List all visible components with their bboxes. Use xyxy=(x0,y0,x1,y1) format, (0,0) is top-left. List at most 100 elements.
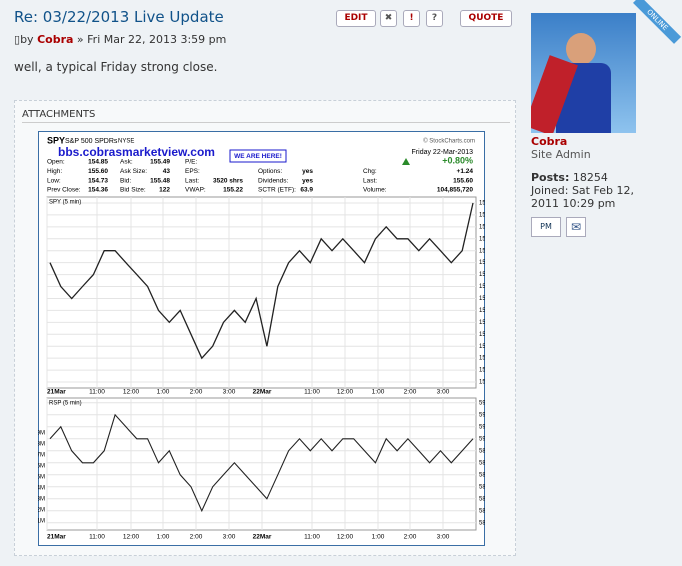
y-tick-label: 154.1 xyxy=(479,380,485,386)
y-tick-label: 59.15 xyxy=(479,400,485,406)
post-date: » Fri Mar 22, 2013 3:59 pm xyxy=(76,33,227,46)
x-tick-label: 12:00 xyxy=(337,389,354,396)
x-tick-label: 12:00 xyxy=(337,534,354,541)
y-tick-label: 155.0 xyxy=(479,272,485,278)
quote-value: 155.22 xyxy=(223,187,243,194)
x-tick-label: 3:00 xyxy=(223,389,236,396)
y-tick-label: 59.05 xyxy=(479,424,485,430)
report-button[interactable]: ! xyxy=(403,10,420,27)
email-button[interactable]: ✉ xyxy=(566,217,586,237)
quote-value: 63.9 xyxy=(300,187,313,194)
volume-label: 3M xyxy=(38,497,45,503)
by: by xyxy=(20,33,34,46)
quote-label: Prev Close: xyxy=(47,187,81,194)
volume-label: 1M xyxy=(38,519,45,525)
quote-label: Open: xyxy=(47,159,65,166)
quote-value: 155.60 xyxy=(453,177,473,184)
quote-value: 155.60 xyxy=(88,168,108,175)
x-tick-label: 1:00 xyxy=(157,534,170,541)
author[interactable]: Cobra xyxy=(37,33,74,46)
quote-label: P/E: xyxy=(185,159,197,166)
x-tick-label: 22Mar xyxy=(253,389,272,396)
quote-label: Ask: xyxy=(120,159,133,166)
y-tick-label: 154.8 xyxy=(479,296,485,302)
y-tick-label: 58.75 xyxy=(479,496,485,502)
quote-label: Ask Size: xyxy=(120,168,147,175)
y-tick-label: 155.1 xyxy=(479,260,485,266)
quote-value: 104,855,720 xyxy=(437,187,474,194)
y-tick-label: 58.70 xyxy=(479,508,485,514)
avatar-face xyxy=(566,33,596,65)
delete-button[interactable]: ✖ xyxy=(380,10,397,27)
x-tick-label: 12:00 xyxy=(123,389,140,396)
symbol: SPY xyxy=(47,135,65,145)
quote-value: 155.49 xyxy=(150,159,170,166)
quote-value: 155.48 xyxy=(150,177,170,184)
x-tick-label: 2:00 xyxy=(404,534,417,541)
y-tick-label: 58.90 xyxy=(479,460,485,466)
quote-value: 122 xyxy=(159,187,170,194)
y-tick-label: 58.95 xyxy=(479,448,485,454)
post-meta: ▯by Cobra » Fri Mar 22, 2013 3:59 pm xyxy=(14,33,227,46)
callout-box xyxy=(229,149,287,163)
quote-value: 154.85 xyxy=(88,159,108,166)
x-tick-label: 11:00 xyxy=(304,534,320,541)
x-tick-label: 12:00 xyxy=(123,534,140,541)
posts-label: Posts: xyxy=(531,171,570,184)
quote-value: yes xyxy=(302,168,313,175)
x-tick-label: 11:00 xyxy=(89,389,105,396)
x-tick-label: 3:00 xyxy=(437,389,450,396)
quote-value: 3520 shrs xyxy=(213,177,243,184)
y-tick-label: 58.65 xyxy=(479,520,485,526)
y-tick-label: 154.2 xyxy=(479,368,485,374)
quote-label: SCTR (ETF): xyxy=(258,187,296,194)
x-tick-label: 21Mar xyxy=(47,389,66,396)
x-tick-label: 2:00 xyxy=(190,534,203,541)
y-tick-label: 155.4 xyxy=(479,224,485,230)
y-tick-label: 59.10 xyxy=(479,412,485,418)
username[interactable]: Cobra xyxy=(531,135,568,148)
x-tick-label: 11:00 xyxy=(304,389,320,396)
quote-button[interactable]: QUOTE xyxy=(460,10,512,27)
y-tick-label: 58.85 xyxy=(479,472,485,478)
quote-value: yes xyxy=(302,177,313,184)
rank: Site Admin xyxy=(531,148,591,161)
quote-value: +1.24 xyxy=(457,168,474,175)
quote-label: Last: xyxy=(363,177,377,184)
x-tick-label: 11:00 xyxy=(89,534,105,541)
quote-label: Low: xyxy=(47,177,61,184)
y-tick-label: 155.3 xyxy=(479,236,485,242)
edit-button[interactable]: EDIT xyxy=(336,10,376,27)
x-tick-label: 1:00 xyxy=(157,389,170,396)
y-tick-label: 154.3 xyxy=(479,356,485,362)
y-tick-label: 155.5 xyxy=(479,212,485,218)
quote-value: 43 xyxy=(163,168,171,175)
volume-label: 8M xyxy=(38,442,45,448)
quote-label: VWAP: xyxy=(185,187,206,194)
quote-label: Options: xyxy=(258,168,282,175)
post-title[interactable]: Re: 03/22/2013 Live Update xyxy=(14,8,224,26)
volume-label: 7M xyxy=(38,453,45,459)
y-tick-label: 59.00 xyxy=(479,436,485,442)
attachments-label: ATTACHMENTS xyxy=(22,109,96,120)
y-tick-label: 154.9 xyxy=(479,284,485,290)
security-name: S&P 500 SPDRs xyxy=(65,138,118,145)
callout: WE ARE HERE! xyxy=(234,153,282,160)
quote-value: 154.36 xyxy=(88,187,108,194)
price-line xyxy=(49,413,474,513)
price-line xyxy=(49,202,474,360)
post-body: well, a typical Friday strong close. xyxy=(14,60,218,74)
quote-label: Chg: xyxy=(363,168,377,175)
quote-label: High: xyxy=(47,168,62,175)
y-tick-label: 58.80 xyxy=(479,484,485,490)
volume-label: 5M xyxy=(38,475,45,481)
panel-label: RSP (5 min) xyxy=(49,401,82,407)
info-button[interactable]: ? xyxy=(426,10,443,27)
y-tick-label: 154.4 xyxy=(479,344,485,350)
quote-value: 154.73 xyxy=(88,177,108,184)
quote-label: EPS: xyxy=(185,168,200,175)
x-tick-label: 1:00 xyxy=(372,389,385,396)
y-tick-label: 155.6 xyxy=(479,201,485,207)
pm-button[interactable]: PM xyxy=(531,217,561,237)
avatar[interactable] xyxy=(531,13,636,133)
